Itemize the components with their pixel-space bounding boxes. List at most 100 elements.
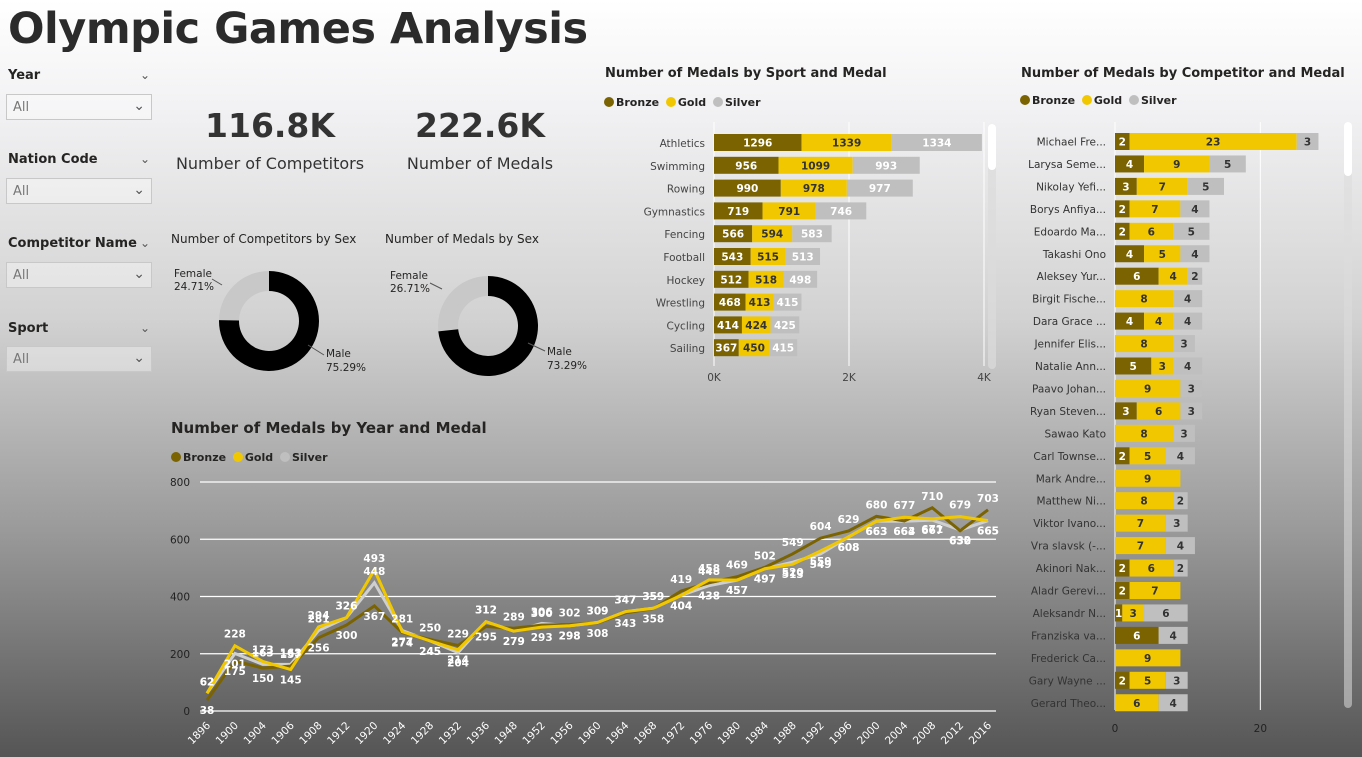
bar-bronze[interactable]	[1115, 559, 1130, 577]
legend-item-silver[interactable]: Silver	[712, 96, 761, 109]
bar-silver[interactable]	[1158, 626, 1188, 644]
bar-bronze[interactable]	[1115, 671, 1130, 689]
bar-gold[interactable]	[1129, 222, 1174, 240]
legend-item-silver[interactable]: Silver	[279, 451, 328, 464]
scrollbar-thumb[interactable]	[1344, 122, 1352, 176]
bar-silver[interactable]	[1173, 492, 1188, 510]
bar-silver[interactable]	[773, 293, 802, 311]
bar-gold[interactable]	[1129, 559, 1174, 577]
bar-silver[interactable]	[891, 134, 982, 151]
bar-silver[interactable]	[1180, 402, 1203, 420]
donut-slice-female[interactable]	[219, 271, 269, 321]
bar-silver[interactable]	[1180, 200, 1210, 218]
legend-item-gold[interactable]: Gold	[665, 96, 706, 109]
bar-silver[interactable]	[783, 270, 818, 288]
bar-bronze[interactable]	[1115, 155, 1145, 173]
bar-bronze[interactable]	[1115, 604, 1123, 622]
legend-item-gold[interactable]: Gold	[232, 451, 273, 464]
bar-silver[interactable]	[1173, 424, 1195, 442]
bar-bronze[interactable]	[1115, 626, 1159, 644]
bar-bronze[interactable]	[1115, 357, 1152, 375]
bar-gold[interactable]	[1115, 694, 1159, 712]
bar-gold[interactable]	[1144, 245, 1181, 263]
bar-silver[interactable]	[1173, 222, 1210, 240]
bar-silver[interactable]	[1187, 177, 1224, 195]
scrollbar-track[interactable]	[988, 124, 996, 369]
bar-gold[interactable]	[750, 248, 786, 265]
legend-item-gold[interactable]: Gold	[1081, 94, 1122, 107]
bar-bronze[interactable]	[714, 270, 749, 288]
bar-gold[interactable]	[1115, 537, 1166, 555]
bar-silver[interactable]	[1144, 604, 1188, 622]
bar-bronze[interactable]	[1115, 447, 1130, 465]
bar-bronze[interactable]	[1115, 222, 1130, 240]
bar-gold[interactable]	[738, 339, 770, 357]
bar-bronze[interactable]	[1115, 312, 1145, 330]
bar-silver[interactable]	[1296, 133, 1319, 150]
bar-gold[interactable]	[801, 134, 892, 151]
chevron-down-icon[interactable]: ⌄	[140, 321, 151, 335]
bar-silver[interactable]	[1173, 312, 1203, 330]
bar-gold[interactable]	[1158, 267, 1188, 285]
donut-slice-male[interactable]	[219, 271, 319, 371]
bar-bronze[interactable]	[714, 293, 746, 311]
bar-bronze[interactable]	[1115, 200, 1130, 218]
bar-gold[interactable]	[1144, 155, 1210, 173]
bar-bronze[interactable]	[1115, 267, 1159, 285]
bar-silver[interactable]	[769, 339, 798, 357]
line-gold[interactable]	[205, 515, 989, 695]
bar-gold[interactable]	[1129, 447, 1166, 465]
sport-bar-chart[interactable]: 0K 2K 4K Athletics 1296 1339 1334 Swimming 956 10…	[600, 118, 1005, 390]
bar-bronze[interactable]	[714, 225, 753, 243]
bar-bronze[interactable]	[714, 134, 802, 151]
bar-gold[interactable]	[1144, 312, 1174, 330]
donut-slice-female[interactable]	[438, 276, 488, 332]
bar-silver[interactable]	[1173, 559, 1188, 577]
bar-bronze[interactable]	[714, 156, 779, 174]
bar-bronze[interactable]	[714, 248, 751, 265]
bar-silver[interactable]	[1173, 335, 1195, 353]
bar-silver[interactable]	[785, 248, 821, 265]
legend-item-bronze[interactable]: Bronze	[1020, 94, 1075, 107]
legend-item-bronze[interactable]: Bronze	[604, 96, 659, 109]
bar-silver[interactable]	[815, 202, 867, 220]
bar-gold[interactable]	[1115, 492, 1174, 510]
donut-competitors-chart[interactable]: Female 24.71% Male 75.29%	[160, 255, 390, 385]
bar-silver[interactable]	[1158, 694, 1188, 712]
bar-bronze[interactable]	[714, 316, 742, 334]
chevron-down-icon[interactable]: ⌄	[140, 152, 151, 166]
bar-gold[interactable]	[1115, 514, 1166, 532]
legend-item-silver[interactable]: Silver	[1128, 94, 1177, 107]
bar-gold[interactable]	[780, 179, 847, 197]
bar-bronze[interactable]	[1115, 582, 1130, 599]
bar-silver[interactable]	[1180, 245, 1210, 263]
bar-bronze[interactable]	[714, 339, 739, 357]
bar-gold[interactable]	[1115, 290, 1174, 308]
bar-gold[interactable]	[752, 225, 793, 243]
scrollbar-track[interactable]	[1344, 122, 1352, 708]
bar-bronze[interactable]	[1115, 177, 1137, 195]
bar-bronze[interactable]	[714, 202, 763, 220]
scrollbar-thumb[interactable]	[988, 124, 996, 170]
bar-gold[interactable]	[1136, 177, 1188, 195]
donut-slice-male[interactable]	[438, 276, 538, 376]
bar-silver[interactable]	[1187, 267, 1203, 285]
bar-gold[interactable]	[748, 270, 784, 288]
bar-silver[interactable]	[1165, 447, 1195, 465]
bar-silver[interactable]	[846, 179, 913, 197]
bar-gold[interactable]	[1129, 671, 1166, 689]
bar-gold[interactable]	[1151, 357, 1174, 375]
bar-silver[interactable]	[1165, 537, 1195, 555]
bar-gold[interactable]	[1115, 335, 1174, 353]
bar-bronze[interactable]	[714, 179, 781, 197]
bar-silver[interactable]	[1165, 514, 1188, 532]
bar-silver[interactable]	[792, 225, 832, 243]
bar-silver[interactable]	[1173, 357, 1203, 375]
bar-gold[interactable]	[762, 202, 816, 220]
bar-gold[interactable]	[778, 156, 853, 174]
bar-bronze[interactable]	[1115, 245, 1145, 263]
bar-gold[interactable]	[1115, 379, 1181, 397]
bar-gold[interactable]	[1122, 604, 1145, 622]
